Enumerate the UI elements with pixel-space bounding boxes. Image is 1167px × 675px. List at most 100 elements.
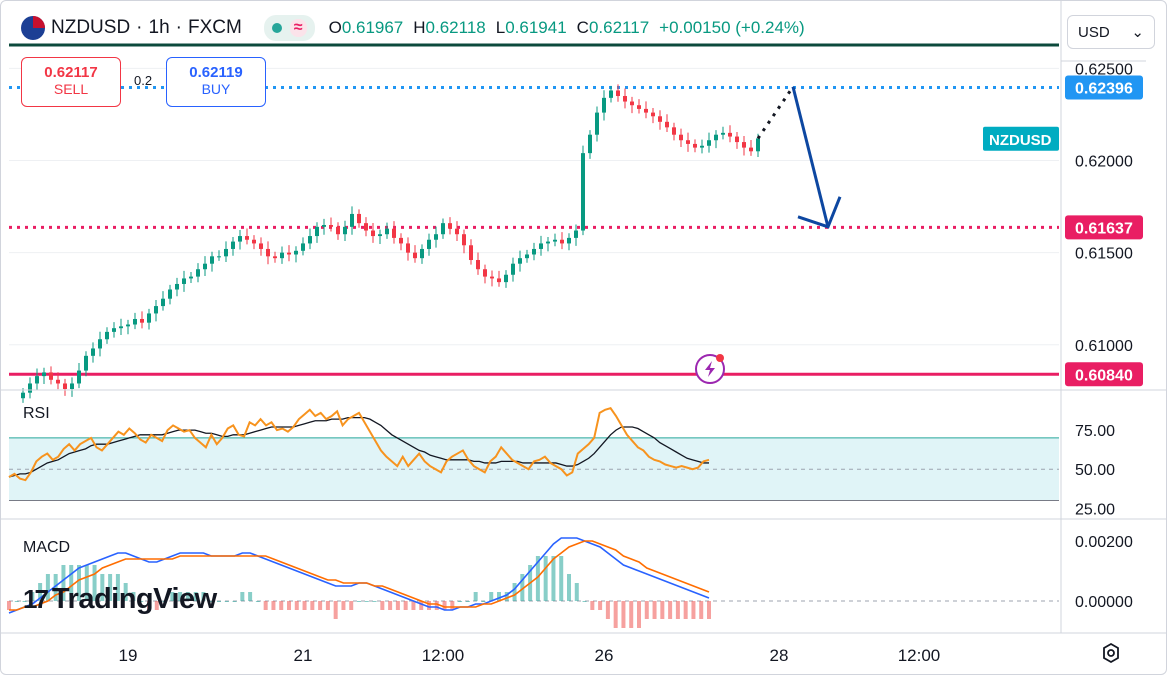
rsi-band bbox=[9, 437, 1059, 501]
macd-histogram-bar bbox=[279, 601, 284, 610]
macd-tick-label: 0.00200 bbox=[1075, 534, 1133, 551]
candle-body bbox=[21, 392, 25, 399]
candle-body bbox=[637, 105, 641, 109]
candle-body bbox=[721, 132, 725, 135]
candle-body bbox=[35, 376, 39, 384]
candle-body bbox=[546, 241, 550, 244]
macd-histogram-bar bbox=[543, 556, 548, 601]
macd-histogram-bar bbox=[232, 601, 237, 602]
macd-histogram-bar bbox=[185, 592, 190, 601]
tradingview-mark-icon: 17 bbox=[23, 584, 49, 614]
legend-bar: NZDUSD · 1h · FXCM ≈ O0.61967 H0.62118 L… bbox=[21, 15, 805, 41]
macd-histogram-bar bbox=[458, 601, 463, 602]
candle-body bbox=[182, 278, 186, 284]
candle-body bbox=[448, 223, 452, 229]
candle-body bbox=[329, 225, 333, 227]
candle-body bbox=[749, 147, 753, 152]
macd-histogram-bar bbox=[380, 601, 385, 610]
projection-arrow-shaft bbox=[791, 86, 830, 228]
candle-body bbox=[406, 243, 410, 253]
macd-histogram-bar bbox=[691, 601, 696, 619]
sell-button[interactable]: 0.62117 SELL bbox=[21, 57, 121, 107]
exchange-label[interactable]: FXCM bbox=[187, 17, 242, 38]
candle-body bbox=[735, 136, 739, 143]
candle-body bbox=[364, 223, 368, 231]
open-key: O bbox=[328, 18, 342, 37]
projection-dotted-line bbox=[756, 85, 795, 140]
candle-body bbox=[686, 140, 690, 144]
macd-histogram-bar bbox=[100, 574, 105, 601]
buy-button[interactable]: 0.62119 BUY bbox=[166, 57, 266, 107]
rsi-line bbox=[8, 407, 710, 482]
price-tick-label: 0.62500 bbox=[1075, 61, 1133, 78]
low-value: 0.61941 bbox=[505, 18, 567, 37]
macd-histogram-bar bbox=[61, 565, 66, 601]
macd-histogram-bar bbox=[349, 601, 354, 610]
macd-histogram-bar bbox=[504, 592, 509, 601]
candle-body bbox=[126, 324, 130, 327]
ohlc-values: O0.61967 H0.62118 L0.61941 C0.62117 +0.0… bbox=[329, 18, 805, 38]
candle-body bbox=[266, 248, 270, 257]
macd-histogram-bar bbox=[637, 601, 641, 628]
candle-body bbox=[742, 142, 746, 148]
buy-label: BUY bbox=[201, 81, 231, 97]
macd-histogram-bar bbox=[248, 592, 253, 601]
high-value: 0.62118 bbox=[425, 18, 486, 37]
macd-histogram-bar bbox=[22, 601, 27, 602]
market-status-pill[interactable]: ≈ bbox=[263, 15, 315, 41]
candle-body bbox=[539, 243, 543, 249]
macd-histogram-bar bbox=[333, 601, 338, 619]
macd-histogram-bar bbox=[419, 601, 424, 610]
candle-body bbox=[280, 252, 284, 259]
macd-histogram-bar bbox=[598, 601, 603, 610]
macd-histogram-bar bbox=[38, 583, 43, 601]
price-tick-label: 0.62000 bbox=[1075, 154, 1133, 171]
macd-histogram-bar bbox=[427, 601, 431, 610]
level-price-label: 0.60840 bbox=[1075, 367, 1133, 384]
high-key: H bbox=[413, 18, 426, 37]
candle-body bbox=[238, 236, 242, 242]
candle-body bbox=[672, 127, 676, 135]
candle-body bbox=[560, 239, 564, 244]
macd-histogram-bar bbox=[310, 601, 315, 610]
candle-body bbox=[77, 370, 81, 384]
settings-icon[interactable] bbox=[1099, 641, 1123, 665]
candle-body bbox=[756, 138, 760, 152]
rsi-tick-label: 75.00 bbox=[1075, 423, 1115, 440]
interval-label[interactable]: 1h bbox=[148, 17, 170, 38]
candle-body bbox=[707, 140, 711, 146]
candle-body bbox=[658, 116, 662, 122]
candle-body bbox=[602, 97, 606, 113]
macd-histogram-bar bbox=[481, 601, 486, 602]
candle-body bbox=[399, 237, 403, 244]
candle-body bbox=[168, 289, 172, 299]
symbol-name[interactable]: NZDUSD bbox=[51, 17, 131, 38]
macd-histogram-bar bbox=[567, 574, 571, 601]
candle-body bbox=[259, 243, 263, 249]
macd-histogram-bar bbox=[217, 601, 221, 602]
macd-histogram-bar bbox=[77, 565, 81, 601]
waves-icon: ≈ bbox=[289, 19, 307, 37]
candle-body bbox=[588, 134, 592, 154]
macd-histogram-bar bbox=[108, 574, 113, 601]
spread-value: 0.2 bbox=[134, 73, 153, 88]
macd-histogram-bar bbox=[512, 583, 517, 601]
candle-body bbox=[553, 239, 557, 242]
candle-body bbox=[385, 228, 389, 235]
macd-histogram-bar bbox=[660, 601, 665, 619]
candle-body bbox=[462, 234, 466, 246]
candle-body bbox=[616, 90, 620, 97]
macd-histogram-bar bbox=[395, 601, 400, 610]
nz-flag-icon bbox=[21, 16, 45, 40]
brand-name: TradingView bbox=[51, 583, 217, 615]
macd-histogram-bar bbox=[442, 601, 447, 610]
candle-body bbox=[357, 213, 361, 224]
macd-histogram-bar bbox=[178, 592, 183, 601]
candle-body bbox=[63, 383, 67, 389]
tradingview-logo: 17 TradingView bbox=[23, 583, 217, 616]
macd-histogram-bar bbox=[201, 592, 206, 601]
macd-histogram-bar bbox=[675, 601, 680, 619]
currency-select[interactable]: USD ⌄ bbox=[1067, 15, 1155, 49]
candle-body bbox=[371, 230, 375, 237]
